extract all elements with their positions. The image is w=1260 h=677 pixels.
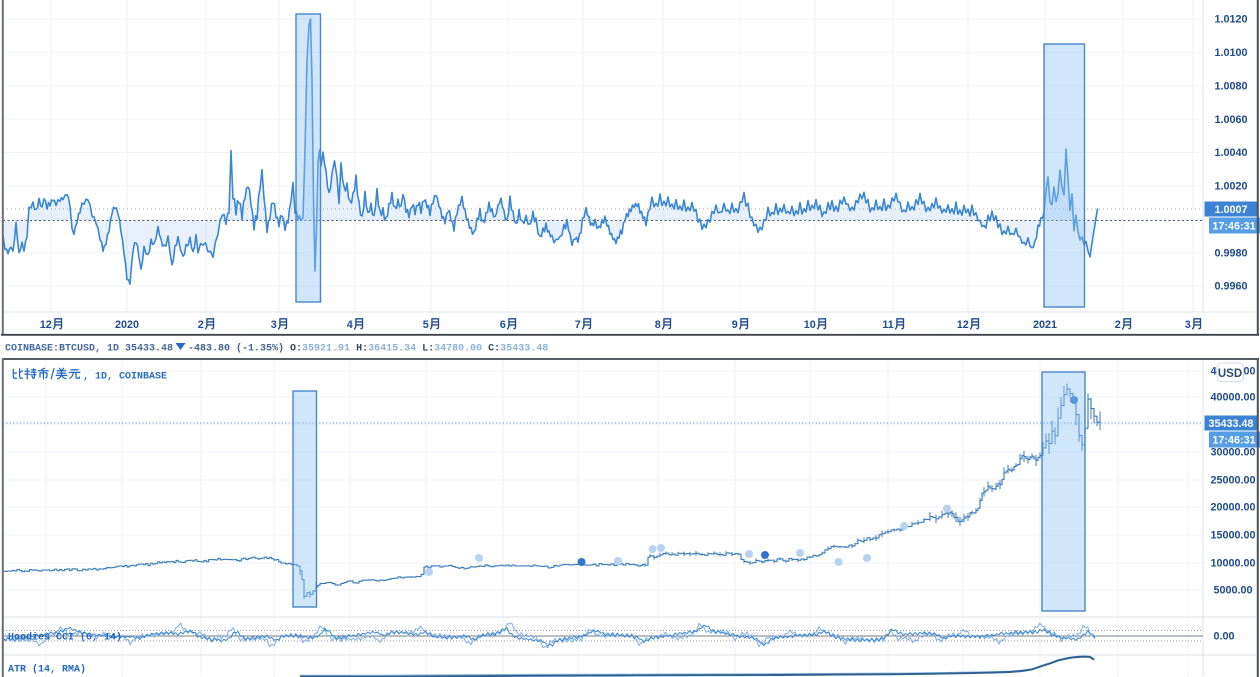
svg-text:4: 4 (347, 319, 353, 331)
svg-text:10: 10 (804, 319, 816, 331)
svg-text:-483.80 (-1.35%) O:35921.91 H:: -483.80 (-1.35%) O:35921.91 H:36415.34 L… (188, 343, 548, 355)
svg-text:3: 3 (1185, 319, 1191, 331)
svg-text:5: 5 (423, 319, 429, 331)
svg-text:ATR (14, RMA): ATR (14, RMA) (8, 664, 86, 676)
svg-text:11: 11 (882, 319, 893, 331)
svg-text:4478.05: 4478.05 (1209, 676, 1248, 677)
svg-text:USD: USD (1218, 368, 1242, 380)
svg-text:0.9960: 0.9960 (1214, 281, 1247, 293)
svg-text:0.00: 0.00 (1213, 631, 1234, 643)
svg-text:1.0007: 1.0007 (1214, 204, 1247, 216)
svg-text:9: 9 (732, 319, 738, 331)
svg-text:1.0040: 1.0040 (1214, 147, 1247, 159)
svg-text:40000.00: 40000.00 (1210, 392, 1255, 404)
svg-text:1.0060: 1.0060 (1214, 114, 1247, 126)
svg-text:12: 12 (957, 319, 969, 331)
svg-text:17:46:31: 17:46:31 (1212, 434, 1255, 446)
svg-text:6: 6 (500, 319, 506, 331)
svg-text:1.0100: 1.0100 (1214, 47, 1247, 59)
svg-text:5000.00: 5000.00 (1213, 585, 1252, 597)
svg-text:2: 2 (1115, 319, 1121, 331)
svg-text:2020: 2020 (115, 319, 139, 331)
svg-text:3: 3 (271, 319, 277, 331)
svg-text:12: 12 (40, 319, 52, 331)
svg-text:2021: 2021 (1033, 319, 1057, 331)
svg-text:1.0020: 1.0020 (1214, 181, 1247, 193)
svg-text:35433.48: 35433.48 (1208, 418, 1253, 430)
svg-text:Hoodies CCI (6, 14): Hoodies CCI (6, 14) (8, 632, 122, 644)
svg-text:20000.00: 20000.00 (1210, 502, 1255, 514)
svg-text:10000.00: 10000.00 (1210, 558, 1255, 570)
svg-text:30000.00: 30000.00 (1210, 447, 1255, 459)
svg-text:1.0120: 1.0120 (1214, 14, 1247, 26)
svg-text:8: 8 (655, 319, 661, 331)
svg-text:2: 2 (198, 319, 204, 331)
svg-text:7: 7 (575, 319, 581, 331)
svg-text:15000.00: 15000.00 (1210, 530, 1255, 542)
svg-text:0.9980: 0.9980 (1214, 247, 1247, 259)
svg-text:COINBASE:BTCUSD, 1D 35433.48: COINBASE:BTCUSD, 1D 35433.48 (5, 344, 173, 355)
svg-text:17:46:31: 17:46:31 (1212, 220, 1255, 232)
svg-text:, 1D, COINBASE: , 1D, COINBASE (83, 372, 167, 383)
svg-text:1.0080: 1.0080 (1214, 81, 1247, 93)
svg-text:25000.00: 25000.00 (1210, 475, 1255, 487)
